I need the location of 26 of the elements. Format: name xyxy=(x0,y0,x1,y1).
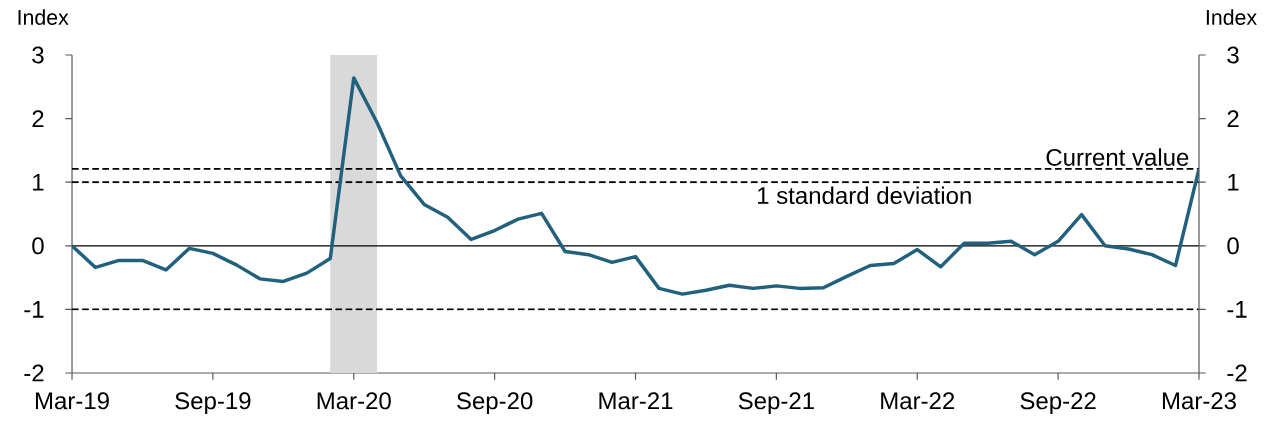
y2-axis-title: Index xyxy=(1206,9,1257,25)
x-tick-label: Sep-21 xyxy=(738,392,814,415)
x-tick-label: Sep-19 xyxy=(175,392,251,415)
y2-tick-label: 0 xyxy=(1227,237,1239,255)
x-tick-label: Mar-22 xyxy=(881,392,955,410)
x-tick-label: Mar-19 xyxy=(35,392,109,410)
x-tick-label: Mar-23 xyxy=(1162,392,1236,410)
y-tick-label: -1 xyxy=(24,301,44,318)
y-axis-title: Index xyxy=(18,9,69,25)
y2-tick-label: 1 xyxy=(1228,173,1239,191)
x-tick-label: Sep-22 xyxy=(1020,392,1096,415)
x-tick-label: Sep-20 xyxy=(457,392,533,415)
y-tick-label: 1 xyxy=(33,173,44,191)
y-tick-label: 0 xyxy=(32,237,44,255)
line-series xyxy=(72,76,1199,296)
x-tick-label: Mar-20 xyxy=(317,392,391,410)
y-tick-label: 2 xyxy=(32,110,44,127)
ref-line-label: 1 standard deviation xyxy=(758,186,971,205)
ref-line-label: Current value xyxy=(1046,148,1189,166)
y2-tick-label: 3 xyxy=(1227,46,1239,64)
y2-tick-label: -1 xyxy=(1227,301,1247,318)
x-tick-label: Mar-21 xyxy=(599,392,673,410)
y2-tick-label: 2 xyxy=(1227,110,1239,127)
y-tick-label: 3 xyxy=(32,46,44,64)
y-tick-label: -2 xyxy=(24,364,44,382)
y2-tick-label: -2 xyxy=(1227,364,1247,382)
